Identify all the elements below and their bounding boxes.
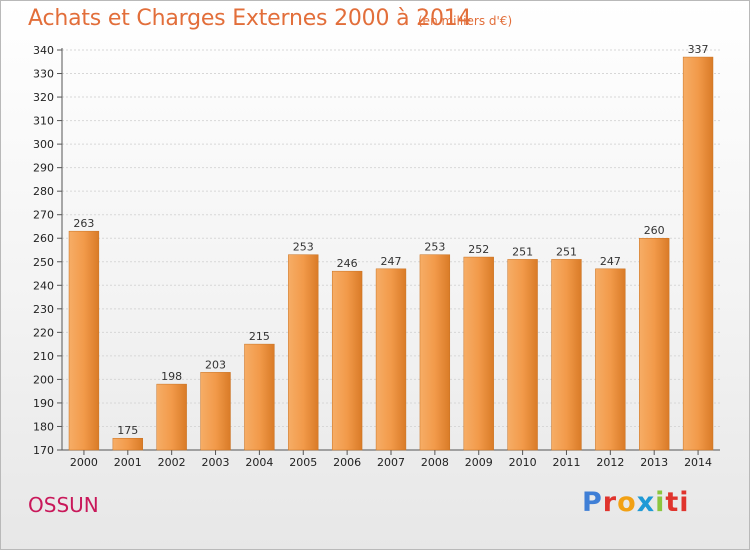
y-tick-label: 270 bbox=[33, 209, 54, 222]
y-tick-label: 280 bbox=[33, 185, 54, 198]
x-tick-label: 2001 bbox=[114, 456, 142, 469]
bars bbox=[68, 56, 714, 451]
chart-title: Achats et Charges Externes 2000 à 2014 bbox=[28, 6, 472, 31]
y-tick-label: 340 bbox=[33, 44, 54, 57]
data-label: 253 bbox=[424, 241, 445, 254]
chart-subtitle: (en milliers d'€) bbox=[418, 14, 513, 28]
data-label: 251 bbox=[556, 245, 577, 258]
data-label: 215 bbox=[249, 330, 270, 343]
data-label: 175 bbox=[117, 424, 138, 437]
x-tick-label: 2000 bbox=[70, 456, 98, 469]
bar-2007 bbox=[375, 268, 407, 451]
y-tick-label: 300 bbox=[33, 138, 54, 151]
bar-2001 bbox=[112, 437, 143, 451]
bar-2000 bbox=[68, 230, 100, 451]
y-tick-label: 310 bbox=[33, 115, 54, 128]
labels: 170 180 190 200 210 220 230 240 250 260 270 280 290 3… bbox=[33, 43, 712, 469]
y-tick-label: 180 bbox=[33, 420, 54, 433]
x-tick-label: 2012 bbox=[596, 456, 624, 469]
y-tick-label: 330 bbox=[33, 68, 54, 81]
data-label: 263 bbox=[73, 217, 94, 230]
x-tick-label: 2014 bbox=[684, 456, 712, 469]
data-label: 203 bbox=[205, 358, 226, 371]
bar-2002 bbox=[156, 383, 187, 451]
bar-2003 bbox=[200, 372, 231, 451]
bar-2010 bbox=[507, 259, 538, 451]
bar-2011 bbox=[551, 259, 582, 451]
data-label: 251 bbox=[512, 245, 533, 258]
proxiti-logo: Proxiti bbox=[582, 487, 690, 518]
y-tick-label: 250 bbox=[33, 256, 54, 269]
data-label: 246 bbox=[337, 257, 358, 270]
x-tick-label: 2013 bbox=[640, 456, 668, 469]
x-tick-label: 2010 bbox=[509, 456, 537, 469]
data-label: 337 bbox=[688, 43, 709, 56]
y-tick-label: 190 bbox=[33, 397, 54, 410]
data-label: 260 bbox=[644, 224, 665, 237]
x-tick-label: 2003 bbox=[202, 456, 230, 469]
city-name: OSSUN bbox=[28, 493, 99, 517]
y-tick-label: 290 bbox=[33, 162, 54, 175]
y-tick-label: 170 bbox=[33, 444, 54, 457]
bar-2013 bbox=[639, 237, 670, 451]
y-tick-label: 210 bbox=[33, 350, 54, 363]
x-tick-label: 2004 bbox=[245, 456, 273, 469]
y-tick-label: 230 bbox=[33, 303, 54, 316]
bar-2012 bbox=[595, 268, 626, 451]
y-tick-label: 260 bbox=[33, 232, 54, 245]
x-tick-label: 2009 bbox=[465, 456, 493, 469]
y-tick-label: 240 bbox=[33, 279, 54, 292]
bar-2009 bbox=[463, 256, 494, 451]
x-tick-label: 2005 bbox=[289, 456, 317, 469]
y-tick-label: 200 bbox=[33, 373, 54, 386]
x-tick-label: 2006 bbox=[333, 456, 361, 469]
data-label: 253 bbox=[293, 241, 314, 254]
data-label: 198 bbox=[161, 370, 182, 383]
x-tick-label: 2007 bbox=[377, 456, 405, 469]
bar-2008 bbox=[419, 254, 451, 451]
data-label: 247 bbox=[600, 255, 621, 268]
x-tick-label: 2011 bbox=[552, 456, 580, 469]
y-tick-label: 320 bbox=[33, 91, 54, 104]
data-label: 247 bbox=[381, 255, 402, 268]
y-tick-label: 220 bbox=[33, 326, 54, 339]
bar-2004 bbox=[244, 343, 275, 451]
bar-2014 bbox=[682, 56, 714, 451]
bar-2006 bbox=[331, 270, 363, 451]
x-tick-label: 2002 bbox=[158, 456, 186, 469]
bar-2005 bbox=[288, 254, 319, 451]
data-label: 252 bbox=[468, 243, 489, 256]
x-tick-label: 2008 bbox=[421, 456, 449, 469]
